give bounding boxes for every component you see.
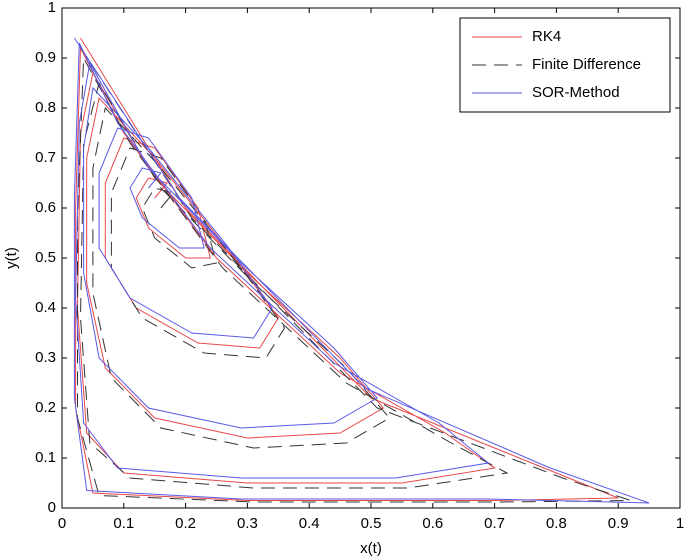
- x-tick-label: 0.5: [361, 515, 382, 532]
- y-tick-label: 0.8: [35, 99, 56, 116]
- x-tick-label: 0.7: [484, 515, 505, 532]
- trajectory: [75, 37, 619, 501]
- x-tick-label: 0.3: [237, 515, 258, 532]
- x-tick-label: 0.4: [299, 515, 320, 532]
- y-tick-label: 0.2: [35, 399, 56, 416]
- x-tick-label: 0.6: [422, 515, 443, 532]
- y-tick-label: 0: [48, 499, 56, 516]
- y-tick-label: 0.5: [35, 249, 56, 266]
- y-axis-label: y(t): [3, 247, 20, 269]
- y-tick-label: 0.6: [35, 199, 56, 216]
- y-tick-label: 0.7: [35, 149, 56, 166]
- y-tick-label: 0.3: [35, 349, 56, 366]
- y-tick-label: 1: [48, 0, 56, 16]
- x-tick-label: 1: [676, 515, 684, 532]
- y-tick-label: 0.4: [35, 299, 56, 316]
- y-tick-label: 0.1: [35, 449, 56, 466]
- legend-label: Finite Difference: [532, 56, 641, 73]
- x-tick-label: 0.8: [546, 515, 567, 532]
- x-tick-label: 0.9: [608, 515, 629, 532]
- x-tick-label: 0: [58, 515, 66, 532]
- y-tick-label: 0.9: [35, 49, 56, 66]
- x-tick-label: 0.2: [175, 515, 196, 532]
- trajectory: [77, 42, 631, 503]
- legend-label: SOR-Method: [532, 84, 620, 101]
- trajectory: [73, 37, 650, 504]
- x-tick-label: 0.1: [113, 515, 134, 532]
- legend-label: RK4: [532, 28, 561, 45]
- x-axis-label: x(t): [360, 540, 382, 557]
